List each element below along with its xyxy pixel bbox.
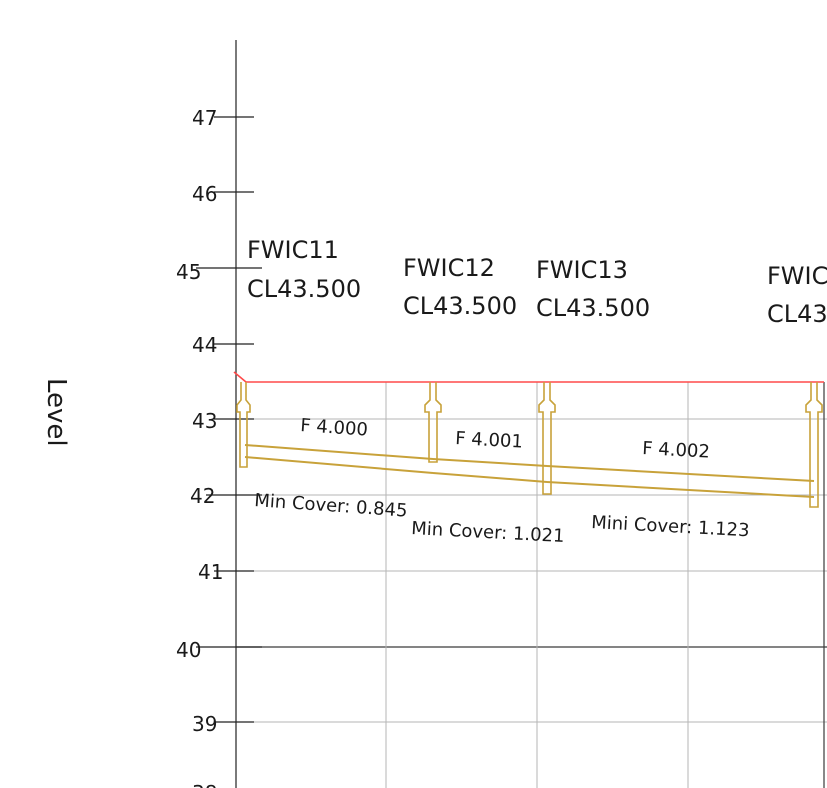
manholes xyxy=(236,382,823,508)
node-labels: FWIC11 CL43.500 FWIC12 CL43.500 FWIC13 C… xyxy=(247,236,827,328)
pipe-bottom-2 xyxy=(432,472,548,483)
pipe-label-1: F 4.000 xyxy=(300,415,369,441)
tick-label-46: 46 xyxy=(192,182,217,206)
node-label-1: FWIC11 xyxy=(247,236,339,264)
pipe-top-2 xyxy=(432,458,548,467)
cover-label-3: Mini Cover: 1.123 xyxy=(591,512,750,541)
tick-label-43: 43 xyxy=(192,409,217,433)
pipe-label-3: F 4.002 xyxy=(642,438,711,463)
node-label-4: FWIC1 xyxy=(767,262,827,290)
level-axis: 47 46 45 44 43 42 41 40 39 38 xyxy=(176,40,262,788)
ground-line xyxy=(233,371,824,383)
manhole-1 xyxy=(236,382,251,468)
tick-label-44: 44 xyxy=(192,333,217,357)
cl-label-3: CL43.500 xyxy=(536,294,650,322)
cover-label-2: Min Cover: 1.021 xyxy=(411,518,565,547)
cl-label-4: CL43 xyxy=(767,300,827,328)
cl-label-1: CL43.500 xyxy=(247,275,361,303)
pipe-labels: F 4.000 F 4.001 F 4.002 Min Cover: 0.845… xyxy=(254,415,750,547)
pipe-bottom-1 xyxy=(244,456,434,474)
grid xyxy=(236,382,827,788)
tick-label-38: 38 xyxy=(192,781,217,788)
manhole-3 xyxy=(538,382,556,495)
pipe-runs xyxy=(244,444,815,498)
tick-label-41: 41 xyxy=(198,560,223,584)
pipe-top-3 xyxy=(546,465,815,482)
tick-label-45: 45 xyxy=(176,260,201,284)
pipe-top-1 xyxy=(244,444,434,460)
pipe-bottom-3 xyxy=(546,481,815,498)
tick-label-47: 47 xyxy=(192,106,217,130)
axis-title: Level xyxy=(41,378,71,447)
pipe-label-2: F 4.001 xyxy=(455,428,524,453)
manhole-4 xyxy=(805,382,823,508)
manhole-2 xyxy=(424,382,442,463)
tick-label-39: 39 xyxy=(192,712,217,736)
node-label-2: FWIC12 xyxy=(403,254,495,282)
node-label-3: FWIC13 xyxy=(536,256,628,284)
tick-label-42: 42 xyxy=(190,484,215,508)
tick-label-40: 40 xyxy=(176,638,201,662)
cl-label-2: CL43.500 xyxy=(403,292,517,320)
